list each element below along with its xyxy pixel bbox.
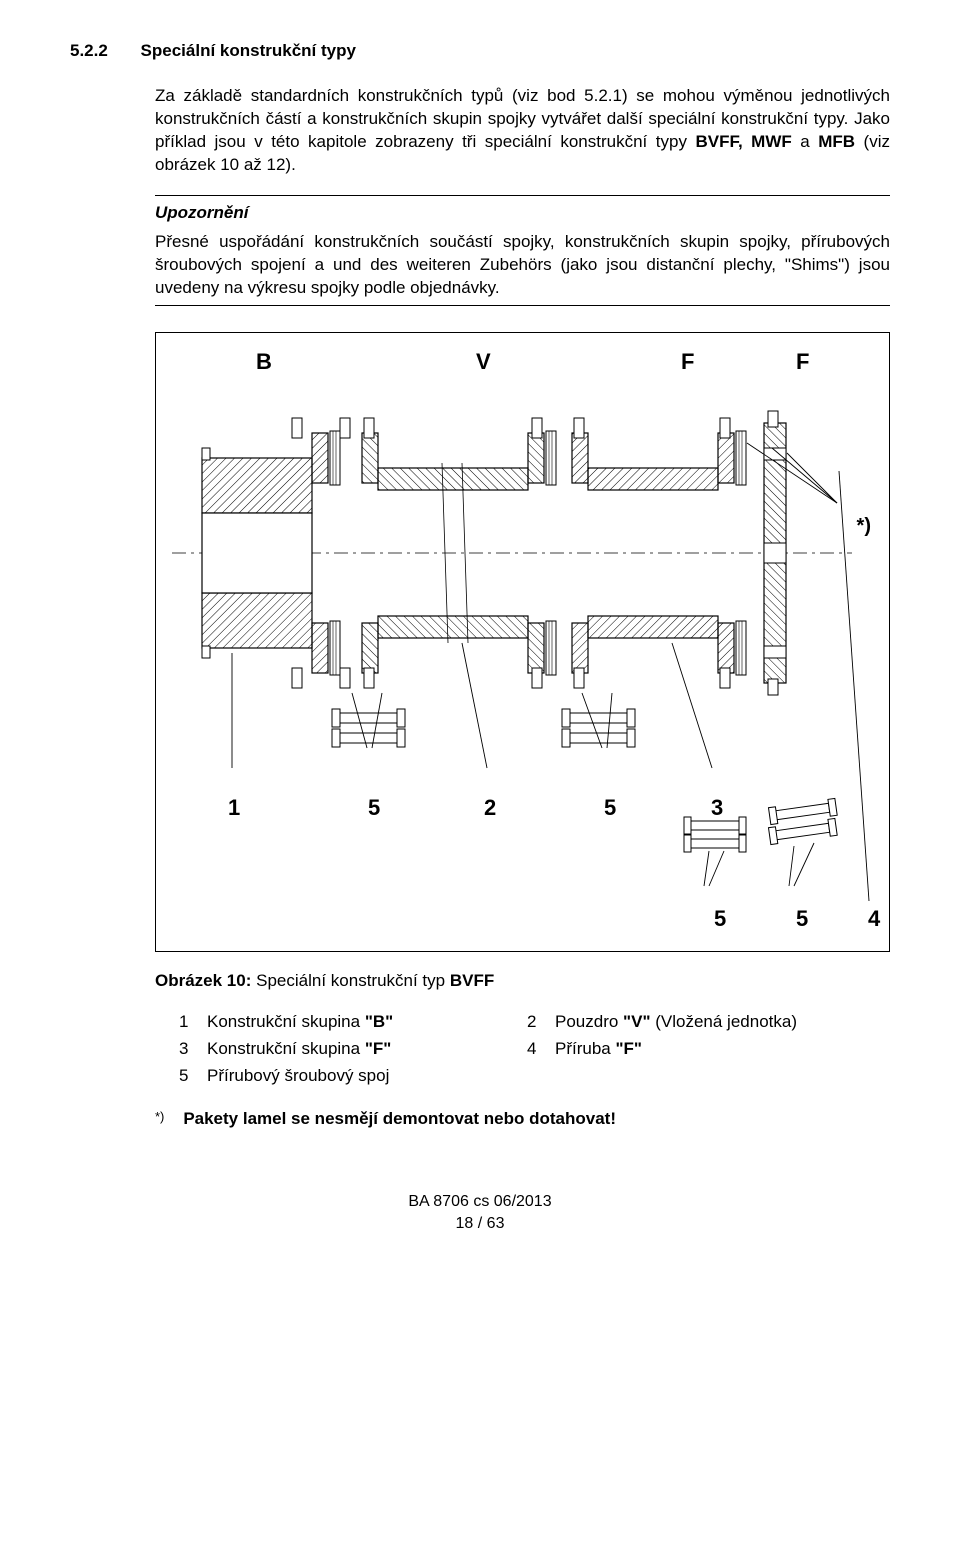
- legend-1-ta: Konstrukční skupina: [207, 1012, 365, 1031]
- paragraph-1: Za základě standardních konstrukčních ty…: [155, 85, 890, 177]
- page-footer: BA 8706 cs 06/2013 18 / 63: [70, 1191, 890, 1234]
- legend-row-2: 3 Konstrukční skupina "F" 4 Příruba "F": [179, 1038, 890, 1061]
- figure-letter-B: B: [256, 347, 272, 377]
- legend-2-text: Pouzdro "V" (Vložená jednotka): [555, 1011, 890, 1034]
- section-number: 5.2.2: [70, 41, 108, 60]
- p1-bold1: BVFF, MWF: [695, 132, 791, 151]
- figure-letter-F2: F: [796, 347, 809, 377]
- callout-1: 1: [228, 793, 240, 823]
- loose-bolt-2: [562, 709, 635, 747]
- caption-bold: BVFF: [450, 971, 494, 990]
- callout-5a: 5: [368, 793, 380, 823]
- callout-5d: 5: [796, 904, 808, 934]
- legend-4-num: 4: [527, 1038, 555, 1061]
- callout-5b: 5: [604, 793, 616, 823]
- caption-text: Speciální konstrukční typ: [256, 971, 450, 990]
- legend-row-1: 1 Konstrukční skupina "B" 2 Pouzdro "V" …: [179, 1011, 890, 1034]
- notice-rule-bottom: [155, 305, 890, 306]
- figure-box: B V F F: [155, 332, 890, 952]
- legend-3-text: Konstrukční skupina "F": [207, 1038, 527, 1061]
- figure-caption: Obrázek 10: Speciální konstrukční typ BV…: [155, 970, 890, 993]
- assembly-F2: [764, 411, 786, 695]
- loose-bolt-1: [332, 709, 405, 747]
- p1-bold2: MFB: [818, 132, 855, 151]
- notice-label: Upozornění: [155, 202, 890, 225]
- body-indent: Za základě standardních konstrukčních ty…: [155, 85, 890, 1131]
- legend-5-text: Přírubový šroubový spoj: [207, 1065, 527, 1088]
- caption-label: Obrázek 10:: [155, 971, 251, 990]
- footnote-mark: *): [155, 1109, 164, 1124]
- figure-letter-F1: F: [681, 347, 694, 377]
- figure-letter-V: V: [476, 347, 491, 377]
- footnote-text: Pakety lamel se nesmějí demontovat nebo …: [183, 1109, 616, 1128]
- figure-letter-row: B V F F: [156, 347, 889, 383]
- callout-2: 2: [484, 793, 496, 823]
- notice-body: Přesné uspořádání konstrukčních součástí…: [155, 231, 890, 300]
- footer-line2: 18 / 63: [70, 1213, 890, 1235]
- section-title: Speciální konstrukční typy: [141, 41, 356, 60]
- legend-2-num: 2: [527, 1011, 555, 1034]
- legend-2-tc: (Vložená jednotka): [651, 1012, 797, 1031]
- legend-table: 1 Konstrukční skupina "B" 2 Pouzdro "V" …: [179, 1011, 890, 1088]
- legend-5-ta: Přírubový šroubový spoj: [207, 1066, 389, 1085]
- legend-4-tb: "F": [615, 1039, 642, 1058]
- footnote: *) Pakety lamel se nesmějí demontovat ne…: [155, 1108, 890, 1131]
- section-header: 5.2.2 Speciální konstrukční typy: [70, 40, 890, 63]
- callout-5c: 5: [714, 904, 726, 934]
- legend-2-ta: Pouzdro: [555, 1012, 623, 1031]
- legend-3-ta: Konstrukční skupina: [207, 1039, 365, 1058]
- legend-3-num: 3: [179, 1038, 207, 1061]
- leader-4: [829, 431, 889, 911]
- legend-row-3: 5 Přírubový šroubový spoj: [179, 1065, 890, 1088]
- legend-1-tb: "B": [365, 1012, 393, 1031]
- p1-mid: a: [792, 132, 818, 151]
- notice-rule-top: [155, 195, 890, 196]
- legend-1-num: 1: [179, 1011, 207, 1034]
- coupling-diagram: [172, 393, 892, 793]
- legend-4-ta: Příruba: [555, 1039, 615, 1058]
- legend-1-text: Konstrukční skupina "B": [207, 1011, 527, 1034]
- footer-line1: BA 8706 cs 06/2013: [70, 1191, 890, 1213]
- legend-4-text: Příruba "F": [555, 1038, 890, 1061]
- legend-3-tb: "F": [365, 1039, 392, 1058]
- legend-2-tb: "V": [623, 1012, 650, 1031]
- legend-5-num: 5: [179, 1065, 207, 1088]
- diagram-area: [172, 393, 873, 793]
